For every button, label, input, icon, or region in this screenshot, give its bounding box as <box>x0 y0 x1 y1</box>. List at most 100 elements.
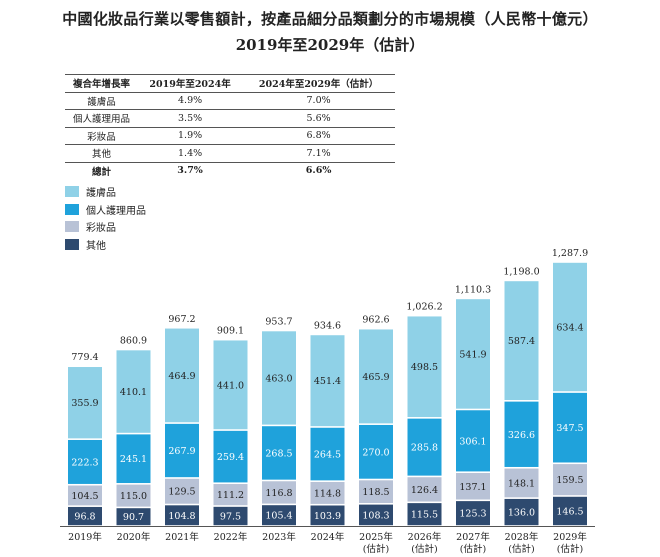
bar-segment <box>165 505 199 526</box>
data-label: 465.9 <box>362 372 389 383</box>
x-tick-label: 2028年 <box>505 531 539 543</box>
total-label: 1,287.9 <box>552 248 588 259</box>
bar-segment <box>310 505 345 526</box>
bar-segment <box>213 430 248 483</box>
x-tick-label: 2022年 <box>214 531 248 543</box>
data-label: 126.4 <box>411 485 438 496</box>
header-cell: 複合年增長率 <box>65 74 138 93</box>
x-tick-label: (估計) <box>411 543 437 555</box>
bar-segment <box>116 350 151 433</box>
legend-label: 護膚品 <box>86 188 116 200</box>
legend-swatch <box>65 221 79 233</box>
table-row-total: 總計 3.7% 6.6% <box>65 162 395 179</box>
data-label: 115.0 <box>120 491 147 502</box>
bar-segment <box>262 426 296 480</box>
data-label: 270.0 <box>362 447 389 458</box>
bar-segment <box>456 299 490 409</box>
data-label: 103.9 <box>314 511 341 522</box>
cell: 3.7% <box>177 165 203 177</box>
data-label: 125.3 <box>459 509 486 520</box>
total-label: 967.2 <box>168 314 195 325</box>
x-tick-label: 2025年 <box>359 531 393 543</box>
total-label: 860.9 <box>120 336 147 347</box>
row-label: 個人護理用品 <box>65 109 138 128</box>
x-tick-label: 2029年 <box>553 531 587 543</box>
x-tick-label: (估計) <box>460 543 486 555</box>
legend-swatch <box>65 186 79 198</box>
bar-segment <box>68 439 102 484</box>
bar-segment <box>359 329 393 424</box>
data-label: 108.3 <box>362 510 389 521</box>
bar-segment <box>407 316 442 418</box>
x-tick-label: 2023年 <box>262 531 296 543</box>
data-label: 326.6 <box>508 430 535 441</box>
data-label: 347.5 <box>556 423 583 434</box>
bar-segment <box>504 281 539 401</box>
bar-segment <box>165 478 199 504</box>
table-row: 個人護理用品 3.5% 5.6% <box>65 109 395 128</box>
bar-segment <box>116 508 151 526</box>
data-label: 451.4 <box>314 376 341 387</box>
data-label: 634.4 <box>556 323 583 334</box>
data-label: 159.5 <box>556 475 583 486</box>
bar-segment <box>407 418 442 476</box>
legend-item: 個人護理用品 <box>65 201 146 219</box>
data-label: 285.8 <box>411 443 438 454</box>
data-label: 90.7 <box>123 512 144 523</box>
bar-segment <box>504 468 539 498</box>
bar-segment <box>456 473 490 500</box>
cell: 7.1% <box>242 144 395 163</box>
data-label: 137.1 <box>459 482 486 493</box>
chart-subtitle: 2019年至2029年（估計） <box>235 36 425 54</box>
legend-swatch <box>65 238 79 250</box>
row-label: 總計 <box>91 166 111 178</box>
cell: 4.9% <box>137 92 243 110</box>
x-tick-label: 2024年 <box>311 531 345 543</box>
bar-segment <box>213 506 248 526</box>
header-cell: 2024年至2029年（估計） <box>242 74 395 93</box>
table-row: 彩妝品 1.9% 6.8% <box>65 127 395 145</box>
legend-label: 其他 <box>86 240 106 252</box>
bar-segment <box>407 503 442 526</box>
data-label: 498.5 <box>411 362 438 373</box>
cell: 1.4% <box>137 144 243 163</box>
bar-segment <box>553 392 587 463</box>
total-label: 1,198.0 <box>503 266 539 277</box>
bar-segment <box>359 424 393 479</box>
bar-segment <box>456 501 490 526</box>
bar-segment <box>68 367 102 439</box>
bar-segment <box>553 464 587 496</box>
header-cell: 2019年至2024年 <box>137 74 243 93</box>
data-label: 118.5 <box>362 487 389 498</box>
data-label: 587.4 <box>508 336 535 347</box>
bar-segment <box>456 410 490 472</box>
total-label: 1,110.3 <box>455 284 491 295</box>
data-label: 463.0 <box>265 373 292 384</box>
data-label: 104.8 <box>168 511 195 522</box>
total-label: 1,026.2 <box>406 302 442 313</box>
legend-item: 護膚品 <box>65 183 146 201</box>
data-label: 116.8 <box>265 488 292 499</box>
bar-segment <box>407 477 442 502</box>
bar-segment <box>310 427 345 481</box>
data-label: 306.1 <box>459 436 486 447</box>
data-label: 115.5 <box>411 510 438 521</box>
cell: 1.9% <box>137 127 243 145</box>
x-tick-label: 2019年 <box>68 531 102 543</box>
data-label: 541.9 <box>459 349 486 360</box>
x-tick-label: 2027年 <box>456 531 490 543</box>
bar-segment <box>165 423 199 478</box>
bar-segment <box>504 401 539 467</box>
total-label: 909.1 <box>217 326 244 337</box>
x-tick-label: 2026年 <box>408 531 442 543</box>
x-tick-label: (估計) <box>363 543 389 555</box>
cell: 6.6% <box>305 165 332 177</box>
bar-segment <box>310 481 345 504</box>
data-label: 111.2 <box>217 490 244 501</box>
bar-segment <box>116 434 151 484</box>
row-label: 護膚品 <box>65 92 138 110</box>
cagr-table: 複合年增長率 2019年至2024年 2024年至2029年（估計） 護膚品 4.… <box>65 74 395 179</box>
legend: 護膚品 個人護理用品 彩妝品 其他 <box>65 183 146 253</box>
data-label: 259.4 <box>217 452 244 463</box>
bar-segment <box>504 498 539 526</box>
